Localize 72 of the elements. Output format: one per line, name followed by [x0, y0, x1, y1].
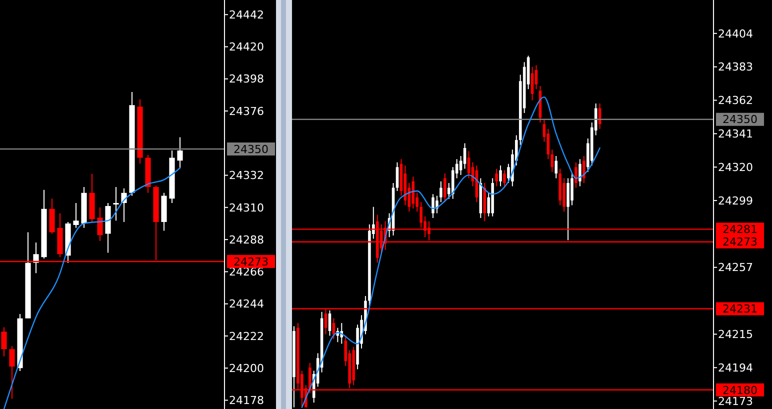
- candlestick: [57, 213, 63, 258]
- y-tick-label: 24200: [229, 362, 264, 375]
- ref-line-label: 24180: [722, 384, 758, 397]
- candlestick: [89, 174, 95, 222]
- candlestick: [396, 162, 399, 191]
- candlestick: [495, 168, 498, 186]
- candlestick: [412, 176, 415, 208]
- candlestick: [9, 346, 15, 399]
- y-tick-label: 24222: [229, 330, 264, 343]
- candlestick: [73, 203, 79, 228]
- candlestick: [499, 166, 502, 186]
- candlestick: [352, 346, 355, 386]
- ref-line-label: 24350: [722, 113, 758, 126]
- y-tick-label: 24288: [229, 233, 264, 246]
- candlestick: [161, 192, 167, 231]
- line-series: [3, 167, 181, 409]
- ref-line-label: 24273: [234, 255, 268, 268]
- candlestick: [582, 156, 586, 184]
- candlestick: [530, 66, 534, 100]
- ref-line-label: 24350: [234, 142, 268, 156]
- y-tick-label: 24383: [718, 60, 753, 74]
- candlestick: [177, 137, 183, 168]
- y-tick-label: 24194: [718, 361, 753, 374]
- y-tick-label: 24362: [718, 94, 753, 108]
- candlestick: [578, 159, 582, 186]
- candlestick: [65, 222, 71, 263]
- candlestick: [554, 156, 558, 178]
- candlestick: [137, 99, 143, 164]
- candlestick: [444, 173, 446, 202]
- y-tick-label: 24244: [229, 298, 264, 311]
- candlestick: [503, 170, 506, 188]
- y-tick-label: 24266: [229, 266, 264, 279]
- y-tick-label: 24178: [229, 394, 264, 408]
- y-tick-label: 24310: [229, 201, 264, 214]
- candlestick: [25, 232, 31, 318]
- candlestick: [328, 310, 332, 336]
- y-tick-label: 24173: [718, 394, 753, 408]
- candlestick: [550, 150, 554, 172]
- y-tick-label: 24398: [229, 72, 264, 86]
- candlestick: [566, 178, 570, 240]
- y-tick-label: 24320: [718, 160, 753, 174]
- candlestick: [1, 327, 7, 356]
- y-tick-label: 24299: [718, 194, 753, 208]
- y-tick-label: 24376: [229, 104, 264, 118]
- candlestick: [432, 194, 434, 218]
- candlestick: [113, 186, 119, 221]
- candlestick: [292, 326, 296, 408]
- y-tick-label: 24442: [229, 8, 264, 22]
- y-tick-label: 24420: [229, 40, 264, 54]
- candlestick: [169, 150, 175, 204]
- y-tick-label: 24215: [718, 328, 753, 342]
- candlestick: [491, 178, 494, 216]
- candlestick: [17, 314, 23, 372]
- candlestick: [440, 181, 442, 202]
- candlestick: [33, 242, 39, 274]
- y-tick-label: 24257: [718, 261, 753, 274]
- candlestick: [97, 207, 103, 242]
- candlestick: [41, 190, 47, 259]
- candlestick: [105, 203, 111, 253]
- candlestick: [49, 198, 55, 234]
- y-tick-label: 24341: [718, 128, 753, 141]
- candlestick: [574, 162, 578, 188]
- y-tick-label: 24404: [718, 27, 753, 40]
- ref-line-label: 24281: [722, 223, 758, 236]
- y-tick-label: 24332: [229, 169, 264, 182]
- ref-line-label: 24231: [722, 302, 758, 316]
- candlestick: [145, 154, 151, 193]
- line-series: [301, 96, 600, 408]
- candlestick: [129, 92, 135, 196]
- ref-line-label: 24273: [722, 236, 758, 249]
- candlestick: [483, 183, 486, 222]
- candlestick: [81, 186, 87, 228]
